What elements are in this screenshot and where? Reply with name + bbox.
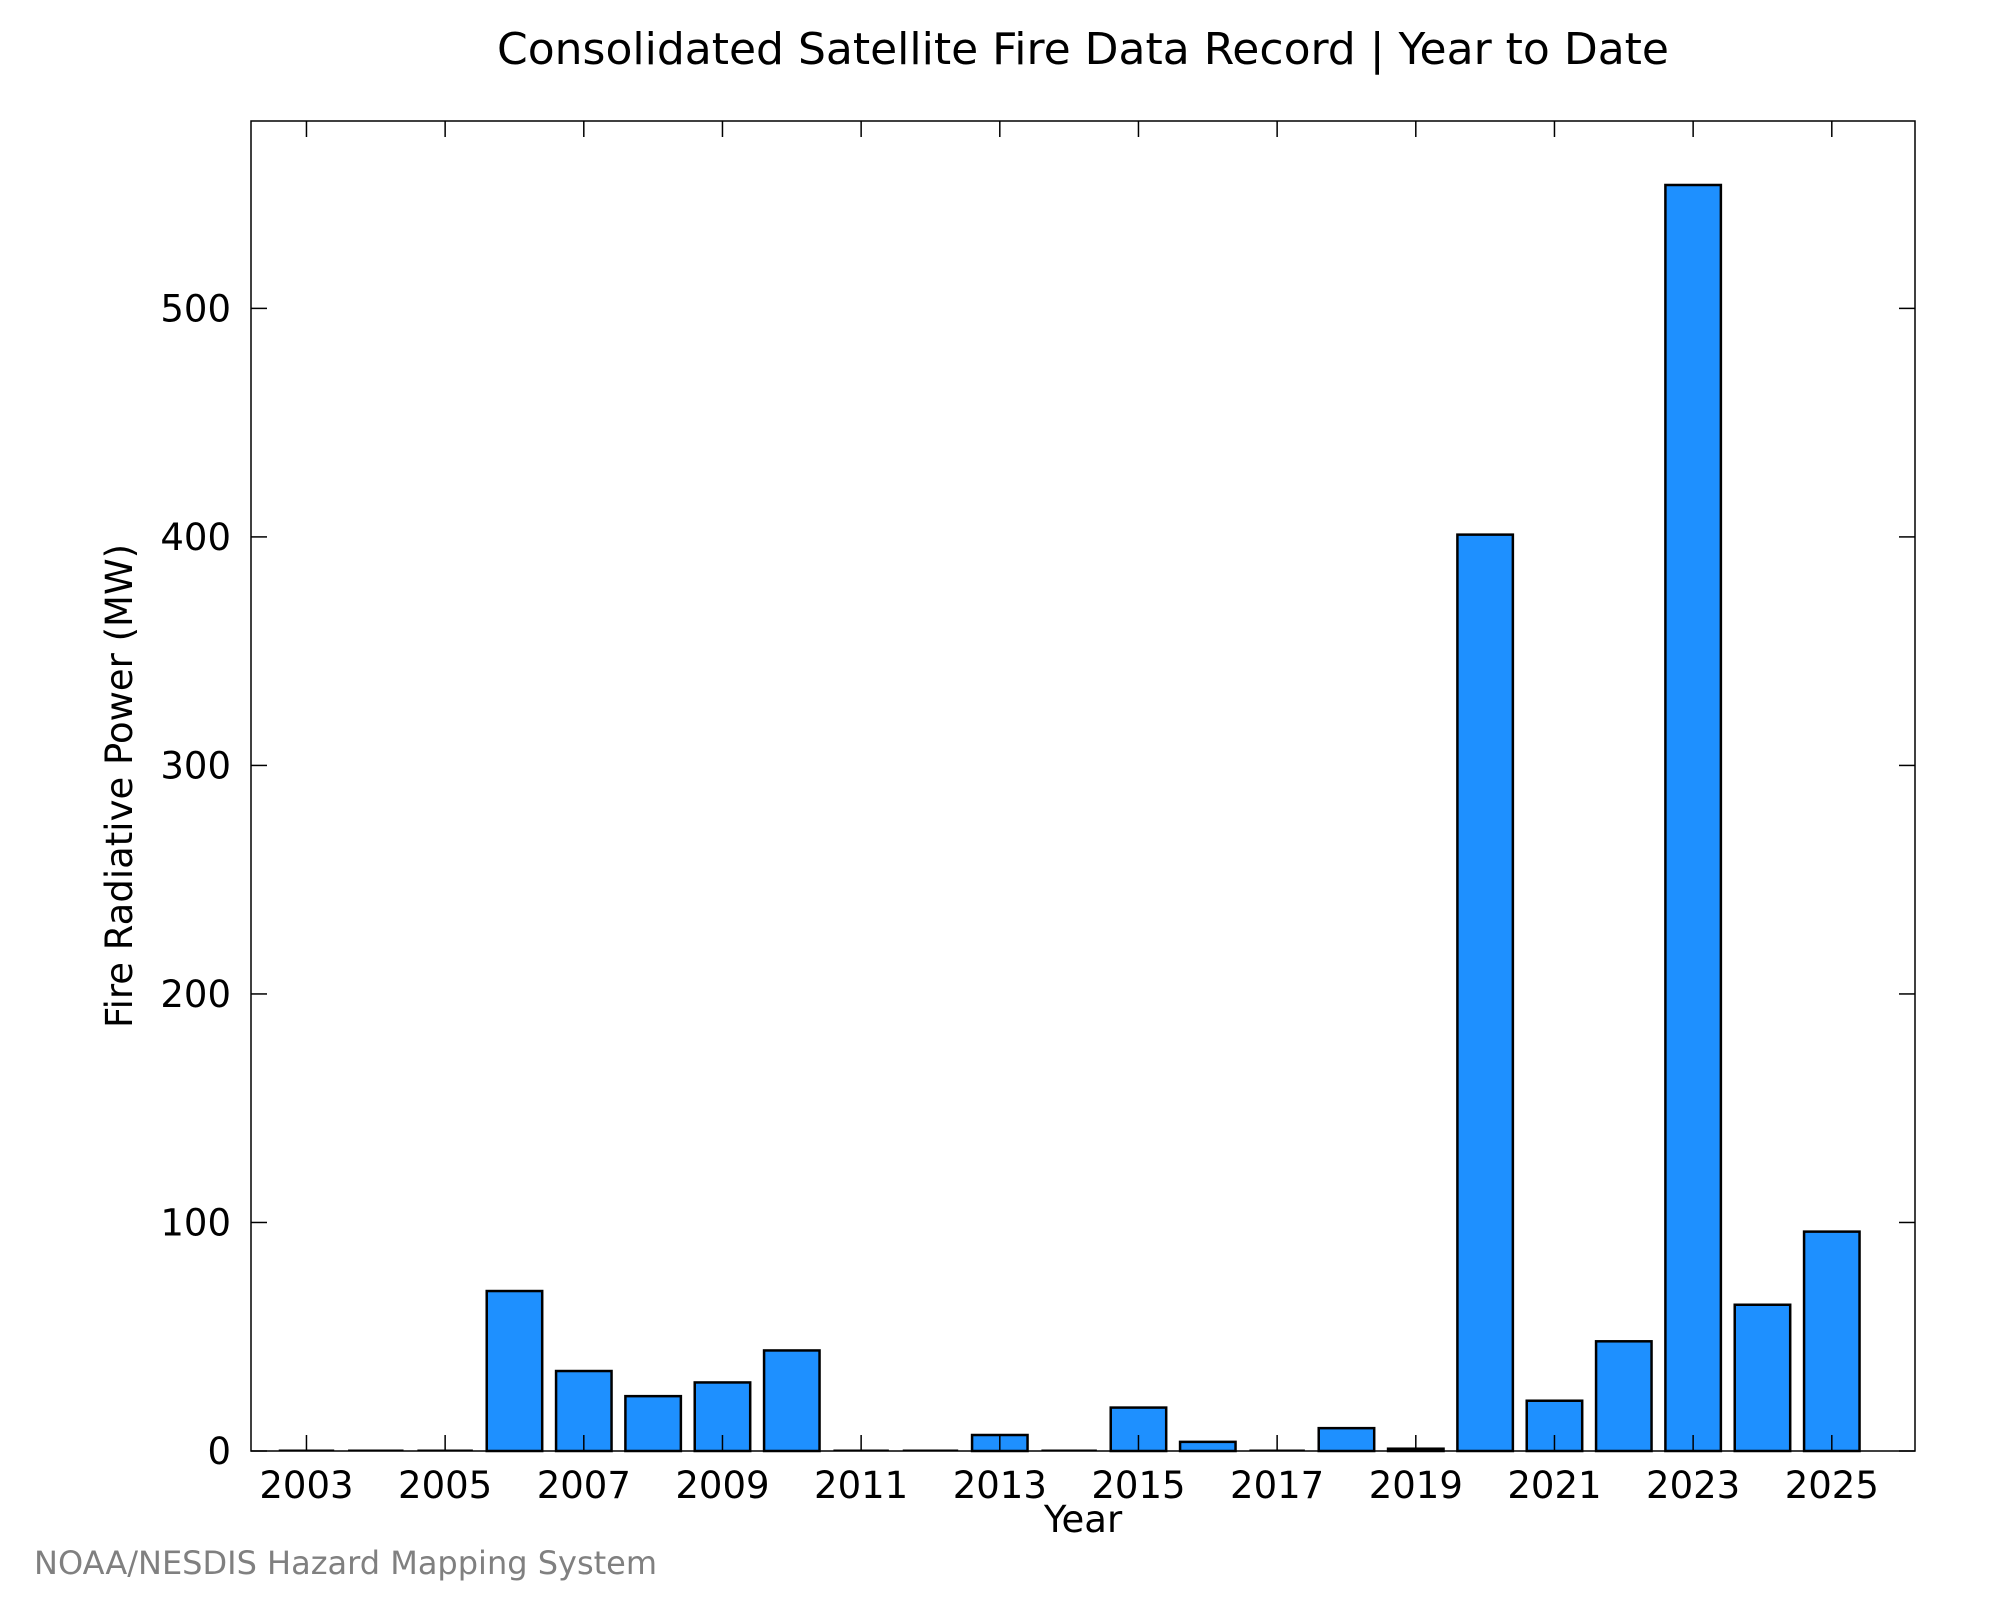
x-tick-label-2017: 2017	[1230, 1464, 1324, 1507]
bar-2006	[485, 1289, 544, 1453]
bar-2012	[902, 1449, 959, 1452]
bar-2004	[348, 1449, 404, 1452]
y-tick-label-100: 100	[160, 1201, 231, 1244]
x-tick-label-2007: 2007	[537, 1464, 631, 1507]
y-axis-label: Fire Radiative Power (MW)	[98, 544, 141, 1028]
bar-2022	[1594, 1340, 1653, 1453]
x-tick-label-2011: 2011	[814, 1464, 908, 1507]
bar-2020	[1456, 533, 1515, 1453]
x-tick-label-2003: 2003	[259, 1464, 353, 1507]
bar-2018	[1317, 1426, 1376, 1453]
y-tick-label-500: 500	[160, 287, 231, 330]
ticks-layer: 2003 2005 2007 2009 2011 2013 2015 2017 2019 2021…	[160, 121, 1915, 1507]
x-tick-label-2015: 2015	[1091, 1464, 1185, 1507]
bar-2014	[1041, 1449, 1097, 1452]
bar-2016	[1178, 1440, 1237, 1453]
chart-title: Consolidated Satellite Fire Data Record …	[497, 24, 1669, 75]
bar-2010	[762, 1349, 821, 1453]
x-tick-label-2023: 2023	[1646, 1464, 1740, 1507]
x-tick-label-2009: 2009	[675, 1464, 769, 1507]
bar-2025	[1802, 1230, 1861, 1453]
x-tick-label-2025: 2025	[1785, 1464, 1879, 1507]
bar-2023	[1664, 183, 1723, 1453]
bar-2008	[624, 1394, 683, 1453]
y-tick-label-200: 200	[160, 973, 231, 1016]
x-axis-label: Year	[1043, 1498, 1123, 1541]
y-tick-label-400: 400	[160, 516, 231, 559]
x-tick-label-2005: 2005	[398, 1464, 492, 1507]
bars-layer	[278, 183, 1861, 1453]
y-tick-label-0: 0	[207, 1430, 231, 1473]
credit-text: NOAA/NESDIS Hazard Mapping System	[34, 1544, 657, 1582]
x-tick-label-2013: 2013	[953, 1464, 1047, 1507]
y-tick-label-300: 300	[160, 744, 231, 787]
x-tick-label-2019: 2019	[1369, 1464, 1463, 1507]
x-tick-label-2021: 2021	[1507, 1464, 1601, 1507]
bar-2024	[1733, 1303, 1792, 1453]
